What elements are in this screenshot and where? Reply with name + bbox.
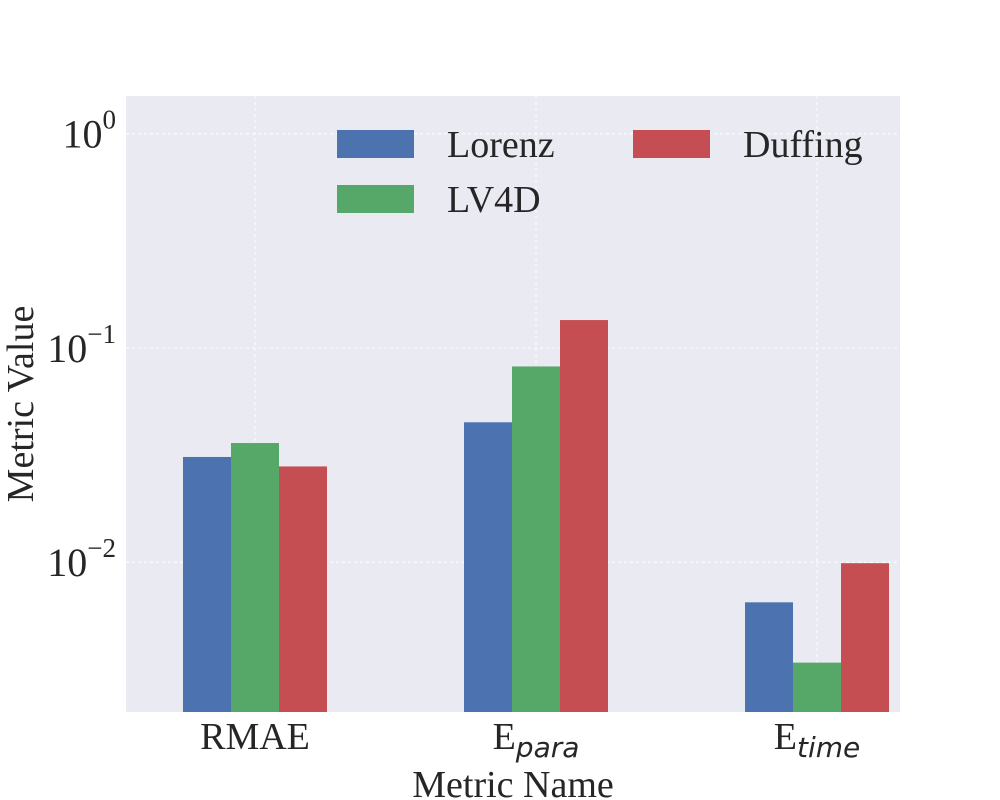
x-tick-label-1: Epara: [493, 716, 580, 764]
y-tick-label-0: 100: [63, 105, 117, 157]
bar-duffing-etime: [841, 563, 889, 712]
legend-swatch-duffing: [633, 130, 710, 158]
y-tick-label-1: 10−1: [47, 319, 116, 371]
bar-duffing-rmae: [279, 466, 327, 712]
bar-lorenz-etime: [745, 602, 793, 712]
bars: [183, 320, 889, 712]
bar-lorenz-rmae: [183, 456, 231, 712]
y-tick-label-2: 10−2: [47, 533, 116, 585]
bar-lv4d-epara: [512, 366, 560, 712]
legend-swatch-lorenz: [337, 130, 414, 158]
bar-lorenz-epara: [464, 422, 512, 712]
y-axis-ticks: 100 10−1 10−2: [47, 105, 116, 586]
y-axis-label: Metric Value: [0, 306, 42, 503]
bar-lv4d-etime: [793, 662, 841, 712]
bar-duffing-epara: [560, 320, 608, 712]
legend-label-lorenz: Lorenz: [447, 124, 555, 166]
bar-lv4d-rmae: [231, 443, 279, 712]
x-axis-label: Metric Name: [412, 764, 614, 800]
x-tick-label-0: RMAE: [200, 716, 310, 758]
legend: Lorenz LV4D Duffing: [337, 124, 863, 221]
legend-swatch-lv4d: [337, 185, 414, 213]
legend-label-duffing: Duffing: [743, 124, 863, 166]
legend-label-lv4d: LV4D: [447, 179, 541, 221]
x-tick-label-2: Etime: [774, 716, 860, 764]
x-axis-ticks: RMAE Epara Etime: [200, 716, 860, 764]
